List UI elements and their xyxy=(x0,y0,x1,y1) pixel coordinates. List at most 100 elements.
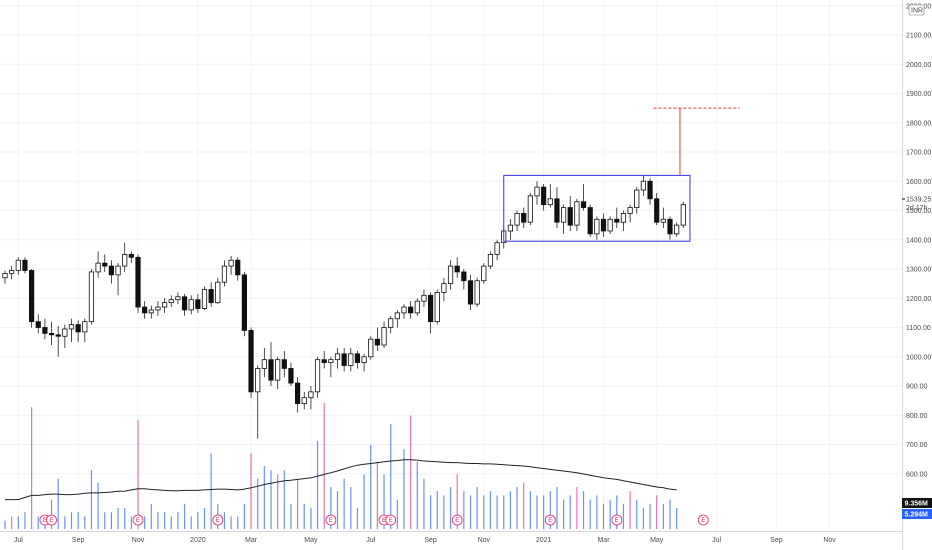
candle-body xyxy=(248,330,254,393)
time-tick-label: Nov xyxy=(823,537,836,544)
earnings-marker-label: E xyxy=(455,518,459,524)
volume-bar xyxy=(669,499,671,529)
candle-body xyxy=(541,186,547,206)
candle-body xyxy=(281,359,287,369)
volume-bar xyxy=(283,470,285,529)
candle-body xyxy=(155,306,161,311)
time-tick-label: Sep xyxy=(72,537,85,544)
volume-bar xyxy=(124,508,126,529)
candle-body xyxy=(181,296,188,311)
candle-body xyxy=(361,356,367,363)
candle-body xyxy=(301,397,307,404)
candle-body xyxy=(228,259,234,267)
time-axis[interactable]: Jul Sep Nov 2020 Mar May Jul Sep Nov 2021 Mar May Ju… xyxy=(0,531,902,545)
volume-bar xyxy=(250,453,252,529)
volume-bar xyxy=(582,491,585,529)
candle-body xyxy=(414,300,420,314)
candle-body xyxy=(667,218,673,235)
earnings-marker-circle xyxy=(212,514,224,526)
candle xyxy=(294,377,301,413)
candle-body xyxy=(341,353,347,366)
candle-body xyxy=(328,359,334,363)
candle-body xyxy=(334,353,341,361)
candle-body xyxy=(102,262,108,267)
candle-body xyxy=(288,368,294,384)
candle xyxy=(161,298,168,313)
time-tick-label: May xyxy=(650,537,664,544)
time-tick-label: Nov xyxy=(132,537,145,544)
time-tick-label: 2021 xyxy=(536,537,552,544)
volume-bar xyxy=(616,495,618,529)
candle-body xyxy=(600,218,607,232)
candle xyxy=(454,257,460,278)
volume-bar xyxy=(656,495,658,529)
candle xyxy=(388,315,394,334)
candle xyxy=(580,184,587,211)
volume-bar xyxy=(70,512,73,529)
volume-bar xyxy=(410,415,412,529)
candle-body xyxy=(427,294,434,323)
price-axis[interactable]: 2200.002100.002000.001900.001800.001700.… xyxy=(902,0,932,550)
volume-bar xyxy=(642,508,644,529)
volume-bar xyxy=(17,516,19,529)
earnings-marker-label: E xyxy=(548,518,552,524)
candle xyxy=(241,271,247,337)
earnings-marker-circle xyxy=(385,514,397,526)
volume-bar xyxy=(203,508,206,529)
currency-label: INR xyxy=(911,8,923,15)
candle-body xyxy=(507,224,514,232)
candle-body xyxy=(640,180,647,191)
volume-bar xyxy=(310,508,312,529)
volume-bar xyxy=(489,491,492,529)
volume-bar xyxy=(31,407,33,529)
candle-body xyxy=(521,213,527,223)
candle xyxy=(102,254,108,272)
candle-body xyxy=(268,359,274,381)
price-tick-label: 1900.00 xyxy=(906,91,931,98)
candle-body xyxy=(108,265,114,276)
volume-bar xyxy=(84,516,86,529)
candle-body xyxy=(195,299,201,309)
time-tick-label: Sep xyxy=(424,537,437,544)
candle-body xyxy=(567,207,573,226)
candle xyxy=(208,282,214,308)
candle-body xyxy=(168,299,174,304)
candle xyxy=(447,260,454,290)
candle-body xyxy=(135,256,141,308)
candle xyxy=(328,356,334,378)
earnings-marker: E xyxy=(544,514,556,526)
candle xyxy=(155,301,161,316)
candle-body xyxy=(215,281,221,304)
candle-body xyxy=(68,324,75,330)
candle xyxy=(507,219,514,240)
candle xyxy=(667,216,673,240)
candle-body xyxy=(22,259,28,271)
volume-bar xyxy=(403,449,405,529)
candle-body xyxy=(614,218,620,223)
volume-bar xyxy=(609,499,611,529)
earnings-marker: E xyxy=(212,514,224,526)
earnings-marker-circle xyxy=(611,514,623,526)
price-tick-label: 1800.00 xyxy=(906,120,931,127)
earnings-marker-label: E xyxy=(216,518,220,524)
candle xyxy=(341,347,347,372)
volume-tag-label: 5.294M xyxy=(905,512,929,519)
volume-bar xyxy=(290,503,292,529)
candle-body xyxy=(408,306,414,314)
candle-body xyxy=(321,359,327,363)
candle-body xyxy=(208,289,214,304)
candle xyxy=(115,263,121,296)
volume-ma-line xyxy=(5,459,677,501)
time-tick-label: Mar xyxy=(245,537,258,544)
earnings-marker-circle xyxy=(46,514,57,526)
chart-grid xyxy=(0,0,902,531)
volume-bar xyxy=(602,503,605,529)
candle-body xyxy=(660,218,666,223)
volume-bar xyxy=(343,478,345,529)
candle xyxy=(421,289,427,308)
candle xyxy=(600,213,607,237)
candle xyxy=(268,342,274,386)
candle-body xyxy=(594,218,600,235)
candle xyxy=(521,207,527,229)
